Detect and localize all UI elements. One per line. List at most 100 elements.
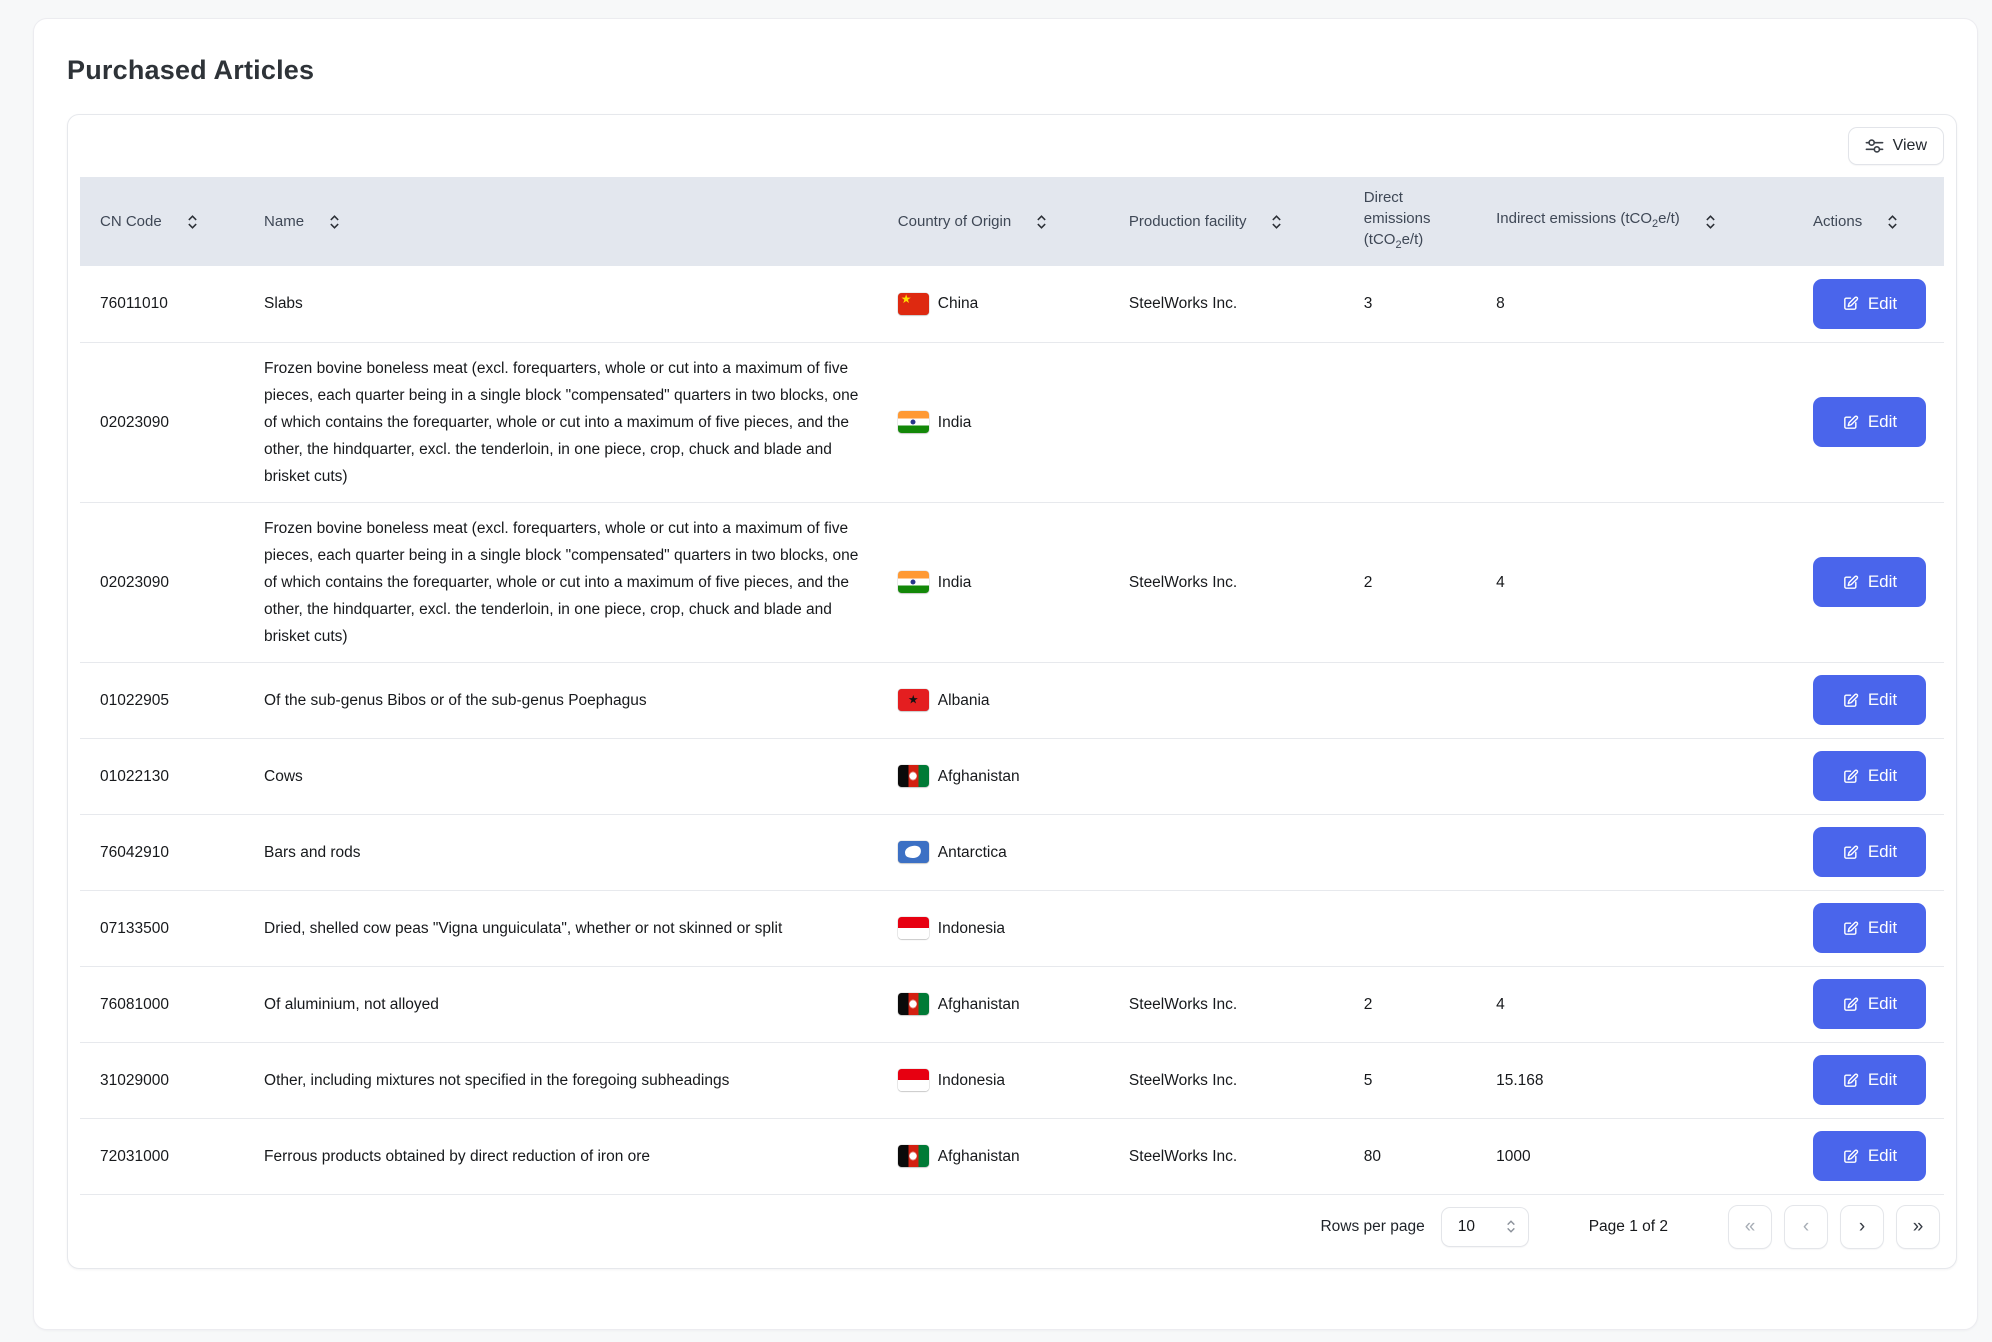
country-flag-icon (897, 917, 929, 939)
last-page-button[interactable]: » (1896, 1204, 1940, 1249)
cn-code-cell: 76011010 (100, 295, 168, 313)
previous-page-button[interactable]: ‹ (1784, 1204, 1828, 1249)
edit-icon (1843, 920, 1859, 935)
actions-cell: Edit (1793, 501, 1944, 662)
country-name: Albania (937, 691, 990, 709)
direct-emissions-cell: 80 (1343, 1117, 1477, 1194)
pagination-bar: Rows per page 10 Page 1 of 2 « ‹ › (80, 1194, 1944, 1258)
name-cell: Frozen bovine boneless meat (excl. foreq… (244, 341, 878, 502)
name-cell: Of aluminium, not alloyed (244, 965, 878, 1042)
facility-cell: SteelWorks Inc. (1108, 1117, 1344, 1194)
edit-button[interactable]: Edit (1813, 1055, 1926, 1105)
direct-emissions-cell: 3 (1363, 295, 1373, 313)
edit-button[interactable]: Edit (1813, 397, 1926, 447)
column-header-indirect-emissions[interactable]: Indirect emissions (tCO2e/t) (1476, 177, 1793, 266)
sort-icon[interactable] (329, 214, 340, 229)
page-title: Purchased Articles (67, 55, 315, 85)
country-cell: Antarctica (877, 813, 1109, 890)
actions-cell: Edit (1793, 1117, 1944, 1194)
edit-button[interactable]: Edit (1813, 827, 1926, 877)
edit-button[interactable]: Edit (1813, 557, 1926, 607)
country-name: Indonesia (937, 1071, 1006, 1089)
country-flag-icon (897, 689, 929, 711)
table-card: View CN Code (67, 114, 1957, 1269)
column-header-name[interactable]: Name (244, 177, 878, 266)
country-flag-icon (897, 1069, 929, 1091)
cn-code-cell: 02023090 (80, 501, 245, 662)
direct-emissions-cell (1343, 737, 1477, 814)
direct-emissions-cell: 5 (1343, 1041, 1477, 1118)
country-cell: Indonesia (877, 1041, 1109, 1118)
column-header-direct-emissions[interactable]: Direct emissions (tCO2e/t) (1343, 177, 1477, 266)
edit-button[interactable]: Edit (1813, 278, 1926, 329)
indirect-emissions-cell (1476, 889, 1793, 966)
rows-per-page-value: 10 (1457, 1217, 1475, 1235)
edit-icon (1843, 414, 1859, 429)
actions-cell: Edit (1793, 266, 1944, 342)
table-row: 76011010 Slabs China SteelWorks Inc. 3 8 (80, 266, 1944, 342)
sliders-icon (1865, 138, 1884, 154)
country-flag-icon (897, 411, 929, 433)
direct-emissions-cell: 2 (1343, 501, 1477, 662)
direct-emissions-cell: 2 (1343, 965, 1477, 1042)
name-cell: Slabs (264, 295, 303, 313)
cn-code-cell: 01022905 (80, 661, 245, 738)
indirect-emissions-cell (1476, 341, 1793, 502)
country-cell: Afghanistan (877, 1117, 1109, 1194)
edit-icon (1843, 768, 1859, 783)
edit-button[interactable]: Edit (1813, 903, 1926, 953)
sort-icon[interactable] (1036, 214, 1047, 229)
column-header-country[interactable]: Country of Origin (877, 177, 1109, 266)
first-page-button[interactable]: « (1728, 1204, 1772, 1249)
country-name: Afghanistan (937, 767, 1020, 785)
sort-icon[interactable] (1271, 214, 1282, 229)
view-button[interactable]: View (1847, 127, 1944, 165)
country-name: India (937, 573, 972, 591)
facility-cell: SteelWorks Inc. (1108, 1041, 1344, 1118)
sort-icon[interactable] (1705, 214, 1716, 229)
country-flag-icon (897, 765, 929, 787)
column-header-facility[interactable]: Production facility (1108, 177, 1344, 266)
chevron-left-icon: ‹ (1802, 1216, 1810, 1237)
column-header-cn-code[interactable]: CN Code (80, 177, 245, 266)
edit-button[interactable]: Edit (1813, 1131, 1926, 1182)
sort-icon[interactable] (187, 214, 198, 229)
indirect-emissions-cell (1476, 813, 1793, 890)
table-toolbar: View (80, 127, 1944, 165)
edit-icon (1843, 574, 1859, 589)
edit-button[interactable]: Edit (1813, 751, 1926, 801)
indirect-emissions-cell: 8 (1496, 295, 1505, 313)
name-cell: Dried, shelled cow peas "Vigna unguicula… (244, 889, 878, 966)
country-cell: India (877, 501, 1109, 662)
direct-emissions-cell (1343, 661, 1477, 738)
indirect-emissions-cell: 4 (1476, 501, 1793, 662)
table-row: 02023090 Frozen bovine boneless meat (ex… (80, 501, 1944, 662)
country-flag-icon (897, 571, 929, 593)
name-cell: Other, including mixtures not specified … (244, 1041, 878, 1118)
table-row: 01022905 Of the sub-genus Bibos or of th… (80, 661, 1944, 738)
next-page-button[interactable]: › (1840, 1204, 1884, 1249)
table-row: 02023090 Frozen bovine boneless meat (ex… (80, 341, 1944, 502)
sort-icon[interactable] (1887, 214, 1898, 229)
cn-code-cell: 76042910 (80, 813, 245, 890)
column-header-actions[interactable]: Actions (1793, 177, 1944, 266)
direct-emissions-cell (1343, 889, 1477, 966)
facility-cell (1108, 889, 1344, 966)
indirect-emissions-cell: 4 (1476, 965, 1793, 1042)
name-cell: Of the sub-genus Bibos or of the sub-gen… (244, 661, 878, 738)
edit-button[interactable]: Edit (1813, 979, 1926, 1029)
country-name: China (937, 295, 979, 313)
view-button-label: View (1892, 137, 1927, 154)
table-header-row: CN Code Name (80, 177, 1944, 266)
facility-cell (1108, 737, 1344, 814)
actions-cell: Edit (1793, 965, 1944, 1042)
rows-per-page-select[interactable]: 10 (1440, 1206, 1529, 1247)
edit-button[interactable]: Edit (1813, 675, 1926, 725)
table-row: 01022130 Cows Afghanistan E (80, 737, 1944, 814)
edit-icon (1843, 1072, 1859, 1087)
facility-cell: SteelWorks Inc. (1128, 295, 1238, 313)
chevron-up-down-icon (1506, 1220, 1516, 1233)
actions-cell: Edit (1793, 1041, 1944, 1118)
name-cell: Bars and rods (244, 813, 878, 890)
actions-cell: Edit (1793, 889, 1944, 966)
